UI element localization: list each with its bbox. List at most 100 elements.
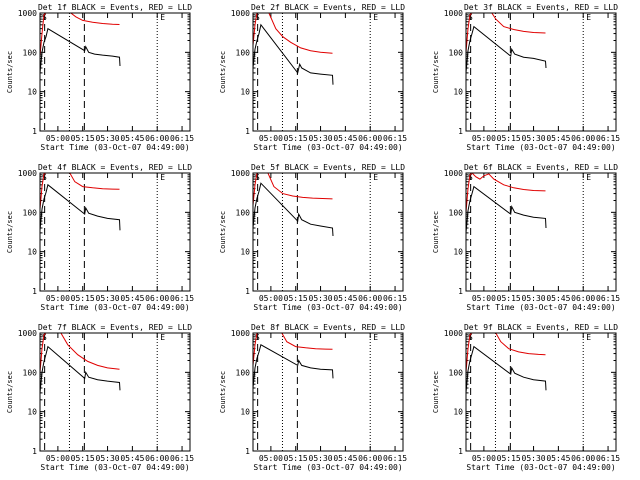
start-marker: S <box>468 173 473 182</box>
x-tick-label: 05:30 <box>309 294 333 303</box>
lld-series-line <box>253 13 333 54</box>
x-tick-label: 05:30 <box>309 454 333 463</box>
chart-title: Det 2f BLACK = Events, RED = LLD <box>251 3 405 12</box>
y-tick-label: 100 <box>236 48 251 57</box>
plot-frame <box>39 172 191 292</box>
y-axis-label: Counts/sec <box>432 211 440 253</box>
y-tick-label: 1000 <box>18 169 37 178</box>
x-tick-label: 05:00 <box>46 294 70 303</box>
x-tick-label: 06:00 <box>358 134 382 143</box>
y-tick-label: 1000 <box>231 169 250 178</box>
y-tick-label: 1000 <box>444 9 463 18</box>
chart-panel: Det 9f BLACK = Events, RED = LLD Counts/s… <box>432 323 620 472</box>
plot-frame <box>252 332 404 452</box>
y-tick-label: 1000 <box>231 329 250 338</box>
chart-title: Det 4f BLACK = Events, RED = LLD <box>38 163 192 172</box>
y-tick-label: 1 <box>245 447 250 456</box>
y-axis-label: Counts/sec <box>432 51 440 93</box>
chart-title: Det 9f BLACK = Events, RED = LLD <box>464 323 618 332</box>
x-tick-label: 05:30 <box>96 454 120 463</box>
events-series-line <box>40 183 121 231</box>
plot-frame <box>39 332 191 452</box>
x-tick-label: 06:15 <box>596 134 620 143</box>
x-tick-label: 05:00 <box>259 294 283 303</box>
x-tick-label: 05:00 <box>46 134 70 143</box>
y-axis-label: Counts/sec <box>432 371 440 413</box>
plot-frame <box>252 12 404 132</box>
y-tick-label: 1 <box>32 287 37 296</box>
x-tick-label: 05:45 <box>120 134 144 143</box>
end-marker: E <box>586 173 591 182</box>
x-tick-label: 06:00 <box>571 134 595 143</box>
y-tick-label: 100 <box>23 368 38 377</box>
x-tick-label: 05:00 <box>472 134 496 143</box>
lld-series-line <box>253 173 333 206</box>
chart-panel: Det 5f BLACK = Events, RED = LLD Counts/s… <box>219 163 407 312</box>
x-axis-label: Start Time (03-Oct-07 04:49:00) <box>253 303 402 312</box>
plot-frame <box>465 172 617 292</box>
chart-panel: Det 7f BLACK = Events, RED = LLD Counts/s… <box>6 323 194 472</box>
lld-series-line <box>466 13 546 53</box>
y-tick-label: 1 <box>245 287 250 296</box>
y-tick-label: 10 <box>240 248 250 257</box>
y-tick-label: 100 <box>23 208 38 217</box>
chart-panel: Det 3f BLACK = Events, RED = LLD Counts/s… <box>432 3 620 152</box>
start-marker: S <box>42 333 47 342</box>
events-series-line <box>466 345 547 393</box>
chart-title: Det 8f BLACK = Events, RED = LLD <box>251 323 405 332</box>
plot-frame <box>465 12 617 132</box>
x-tick-label: 05:15 <box>497 454 521 463</box>
x-tick-label: 05:30 <box>522 294 546 303</box>
start-marker: S <box>255 333 260 342</box>
y-tick-label: 1 <box>32 127 37 136</box>
x-tick-label: 05:15 <box>497 294 521 303</box>
start-marker: S <box>468 333 473 342</box>
x-tick-label: 06:15 <box>170 134 194 143</box>
y-tick-label: 10 <box>27 248 37 257</box>
x-tick-label: 06:00 <box>571 454 595 463</box>
y-tick-label: 10 <box>240 88 250 97</box>
y-tick-label: 1 <box>32 447 37 456</box>
y-tick-label: 10 <box>453 248 463 257</box>
lld-series-line <box>40 333 120 373</box>
x-tick-label: 06:15 <box>170 454 194 463</box>
x-tick-label: 05:45 <box>120 454 144 463</box>
y-tick-label: 1000 <box>18 329 37 338</box>
x-tick-label: 06:00 <box>571 294 595 303</box>
x-tick-label: 05:30 <box>96 294 120 303</box>
x-axis-label: Start Time (03-Oct-07 04:49:00) <box>253 463 402 472</box>
y-tick-label: 1 <box>458 447 463 456</box>
x-tick-label: 05:15 <box>284 134 308 143</box>
y-tick-label: 10 <box>240 408 250 417</box>
end-marker: E <box>586 13 591 22</box>
x-tick-label: 06:15 <box>596 454 620 463</box>
y-tick-label: 1000 <box>18 9 37 18</box>
x-tick-label: 05:45 <box>546 454 570 463</box>
chart-panel: Det 1f BLACK = Events, RED = LLD Counts/s… <box>6 3 194 152</box>
y-axis-label: Counts/sec <box>219 51 227 93</box>
x-tick-label: 06:15 <box>170 294 194 303</box>
x-tick-label: 05:15 <box>71 134 95 143</box>
x-tick-label: 05:00 <box>46 454 70 463</box>
y-axis-label: Counts/sec <box>219 371 227 413</box>
lld-series-line <box>466 333 546 373</box>
start-marker: S <box>42 13 47 22</box>
events-series-line <box>466 25 547 73</box>
chart-title: Det 6f BLACK = Events, RED = LLD <box>464 163 618 172</box>
chart-panel: Det 6f BLACK = Events, RED = LLD Counts/s… <box>432 163 620 312</box>
x-axis-label: Start Time (03-Oct-07 04:49:00) <box>466 143 615 152</box>
x-tick-label: 05:15 <box>497 134 521 143</box>
end-marker: E <box>160 333 165 342</box>
x-tick-label: 05:00 <box>259 134 283 143</box>
y-tick-label: 1 <box>245 127 250 136</box>
chart-title: Det 5f BLACK = Events, RED = LLD <box>251 163 405 172</box>
x-tick-label: 06:15 <box>383 454 407 463</box>
lld-series-line <box>40 173 120 210</box>
lld-series-line <box>466 173 546 213</box>
x-tick-label: 05:30 <box>522 454 546 463</box>
x-tick-label: 05:45 <box>333 134 357 143</box>
events-series-line <box>40 27 121 73</box>
y-tick-label: 1000 <box>231 9 250 18</box>
x-tick-label: 06:15 <box>596 294 620 303</box>
